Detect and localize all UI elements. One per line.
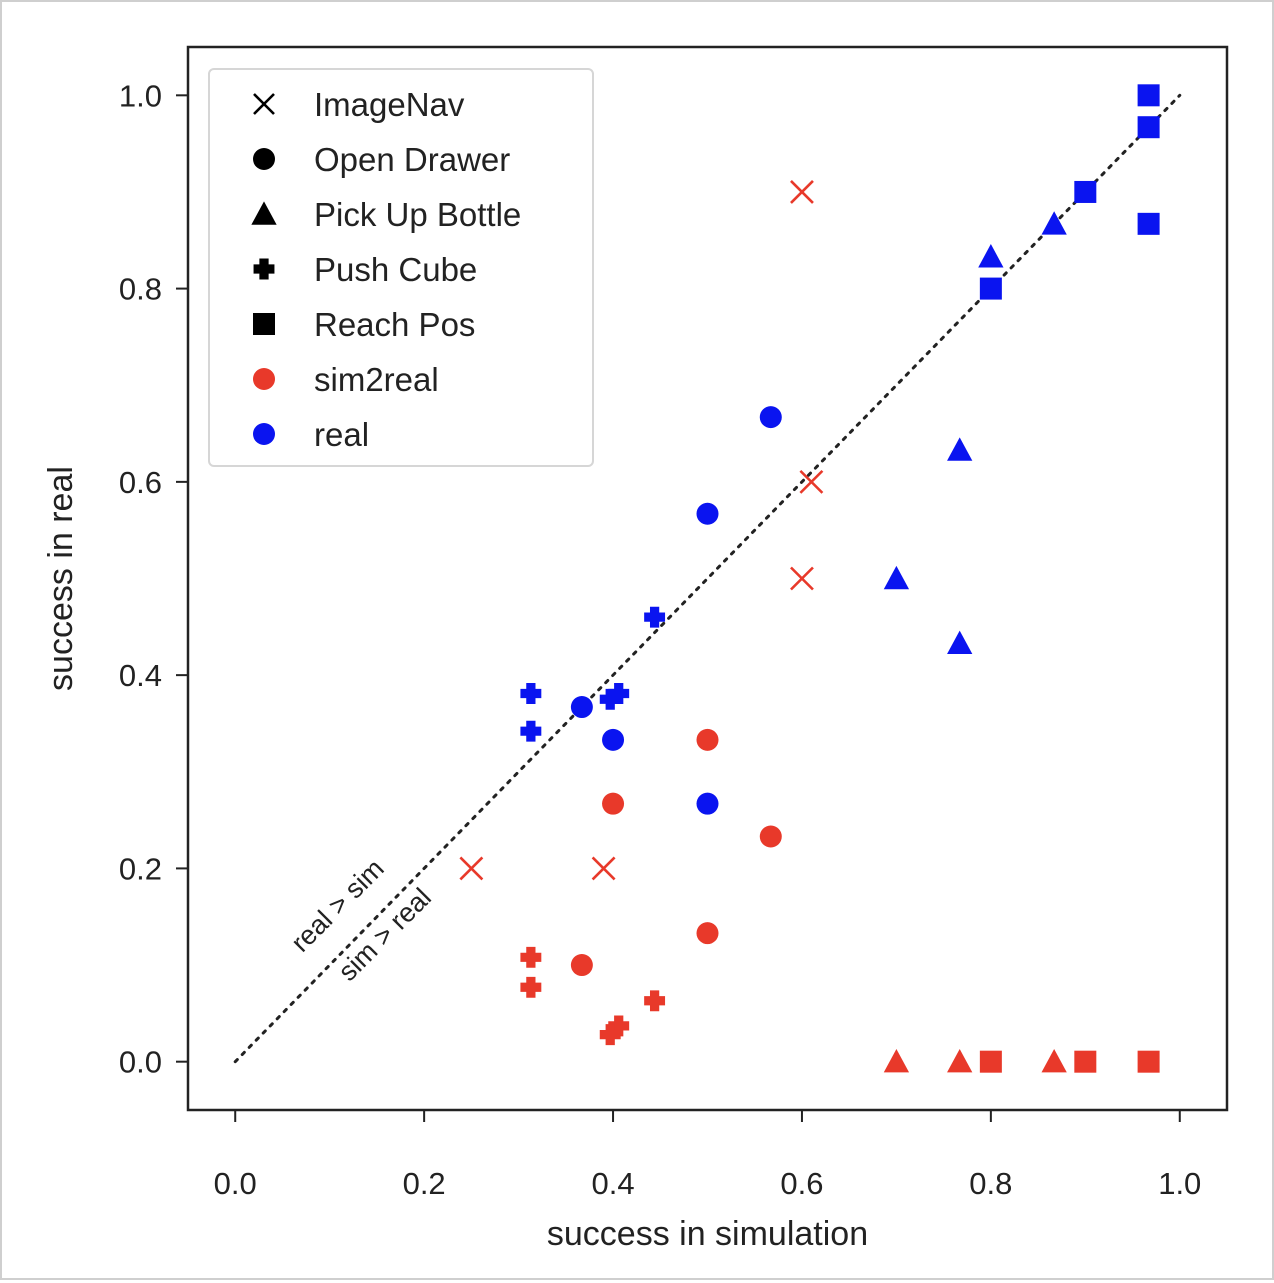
axes-group: 0.0 0.2 0.4 0.6 0.8 1.0 0.0 0.2 0.4 0.6 0.8 1.0 succ… [42,45,1229,1253]
legend-label-imagenav: ImageNav [314,86,465,123]
legend-marker-open-drawer [253,148,275,170]
points-group [459,84,1160,1073]
legend-marker-sim2real [253,368,275,390]
data-point-sim2real-square [1137,1050,1160,1073]
data-point-real-triangle [947,437,973,461]
data-point-sim2real-plus [520,946,542,968]
data-point-sim2real-circle [602,792,625,815]
data-point-sim2real-plus [608,1015,630,1037]
legend-marker-real [253,423,275,445]
legend-label-sim2real: sim2real [314,361,439,398]
x-axis-label: success in simulation [547,1215,868,1253]
y-tick-label: 0.0 [119,1045,162,1080]
data-point-real-circle [570,696,593,719]
legend-box [208,68,594,467]
y-tick-label: 0.4 [119,658,162,693]
data-point-real-circle [602,728,625,751]
legend: ImageNav Open Drawer Pick Up Bottle Push Cu… [208,68,594,467]
data-point-sim2real-x [591,856,616,881]
data-point-sim2real-x [799,469,824,494]
data-point-real-square [1137,116,1160,139]
data-point-real-square [979,277,1002,300]
x-tick-label: 0.0 [214,1166,257,1201]
data-point-real-square [1137,212,1160,235]
x-tick-label: 0.2 [403,1166,446,1201]
y-axis-label: success in real [42,466,80,691]
legend-marker-push-cube [253,258,275,280]
x-tick-label: 0.6 [780,1166,823,1201]
legend-marker-pick-up-bottle [251,201,277,225]
data-point-real-plus [599,688,621,710]
data-point-real-triangle [947,630,973,654]
legend-marker-reach-pos [253,313,275,335]
data-point-real-plus [608,683,630,704]
data-point-sim2real-plus [644,990,666,1012]
x-tick-label: 0.4 [591,1166,634,1201]
data-point-sim2real-circle [759,825,782,848]
x-tick-label: 0.8 [969,1166,1012,1201]
y-tick-label: 0.2 [119,851,162,886]
data-point-sim2real-x [790,566,814,591]
data-point-real-circle [696,792,719,815]
data-point-sim2real-square [979,1050,1002,1073]
y-tick-label: 0.6 [119,465,162,500]
data-point-sim2real-triangle [883,1049,910,1073]
data-point-real-square [1137,84,1160,107]
data-point-real-triangle [978,244,1004,268]
legend-label-real: real [314,416,369,453]
data-point-real-circle [759,406,782,429]
data-point-sim2real-triangle [1041,1049,1067,1073]
legend-label-open-drawer: Open Drawer [314,141,510,178]
data-point-real-triangle [883,565,910,590]
data-point-real-plus [644,606,666,628]
data-point-sim2real-circle [570,954,593,977]
data-point-sim2real-plus [599,1024,621,1046]
data-point-real-circle [696,502,719,525]
data-point-real-square [1074,180,1097,203]
data-point-real-plus [520,683,542,704]
legend-marker-imagenav [253,93,275,115]
legend-label-reach-pos: Reach Pos [314,306,475,343]
data-point-real-plus [520,720,542,742]
data-point-sim2real-x [790,180,814,204]
data-point-sim2real-circle [696,728,719,751]
legend-label-push-cube: Push Cube [314,251,477,288]
plot-frame [186,45,1229,1112]
y-tick-label: 0.8 [119,272,162,307]
data-point-sim2real-plus [520,976,542,998]
x-tick-label: 1.0 [1158,1166,1201,1201]
data-point-sim2real-triangle [947,1049,973,1073]
y-tick-label: 1.0 [119,78,162,113]
data-point-real-triangle [1041,211,1067,235]
legend-label-pick-up-bottle: Pick Up Bottle [314,196,521,233]
data-point-sim2real-x [459,856,484,881]
data-point-sim2real-square [1074,1050,1097,1073]
data-point-sim2real-circle [696,922,719,945]
